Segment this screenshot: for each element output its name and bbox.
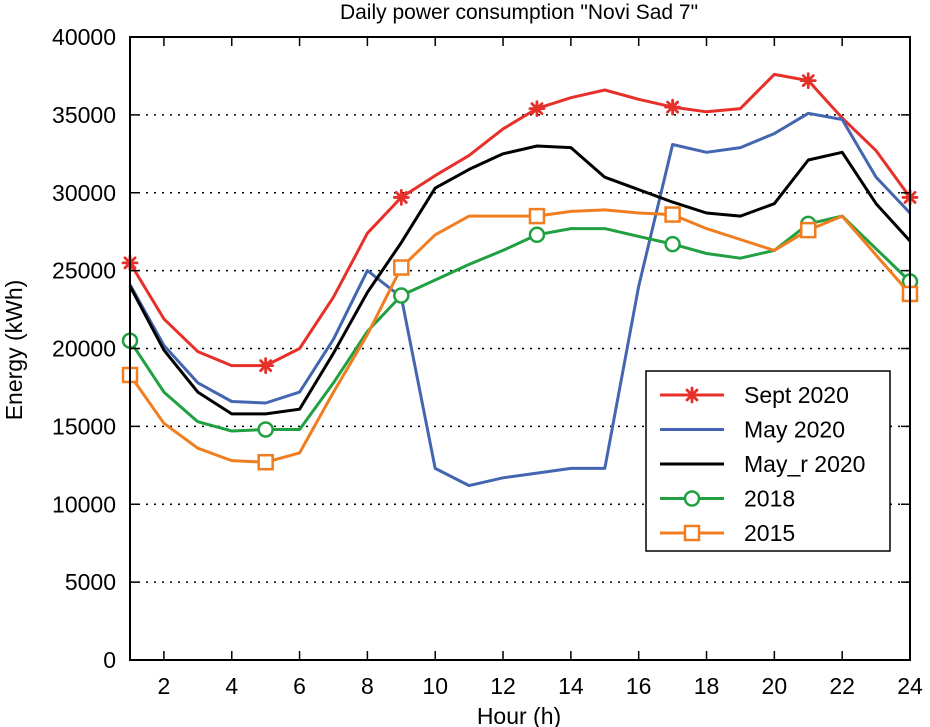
legend-item-may-2020: May 2020	[660, 417, 845, 443]
legend-label-2015: 2015	[744, 520, 795, 546]
x-tick-label: 20	[762, 673, 788, 699]
x-tick-label: 10	[422, 673, 448, 699]
legend: Sept 2020 May 2020 May_r 2020 2018 2015	[645, 370, 891, 552]
series-2015	[121, 206, 919, 471]
series-line-may-2020	[128, 111, 912, 488]
x-tick-label: 2	[158, 673, 171, 699]
y-tick-labels: 0 5000 10000 15000 20000 25000 30000 35000 40000	[52, 24, 116, 673]
x-tick-label: 8	[361, 673, 374, 699]
data-point-sept-2020	[392, 189, 410, 206]
data-point-2018	[664, 235, 681, 253]
series-may-r-2020	[128, 144, 912, 416]
data-point-sept-2020	[257, 357, 275, 375]
legend-item-2018: 2018	[660, 486, 795, 512]
data-point-sept-2020	[528, 100, 546, 118]
legend-marker-2018	[683, 490, 701, 507]
data-point-2018	[528, 226, 546, 244]
y-tick-label: 40000	[52, 24, 116, 50]
y-tick-label: 10000	[52, 491, 116, 517]
axis-ticks	[130, 36, 911, 661]
series-may-2020	[128, 111, 912, 488]
x-tick-label: 6	[293, 673, 306, 699]
y-tick-label: 25000	[52, 258, 116, 284]
data-point-sept-2020	[799, 72, 817, 90]
y-tick-label: 0	[103, 647, 116, 673]
legend-label-may-2020: May 2020	[744, 417, 845, 443]
x-tick-labels: 2 4 6 8 10 12 14 16 18 20 22 24	[158, 673, 923, 699]
legend-item-2015: 2015	[660, 520, 795, 546]
legend-label-sept-2020: Sept 2020	[744, 382, 849, 408]
data-point-2015	[800, 221, 817, 239]
x-axis-title: Hour (h)	[477, 703, 561, 727]
y-axis-title: Energy (kWh)	[1, 280, 27, 421]
data-point-2015	[257, 453, 274, 471]
x-tick-label: 18	[694, 673, 720, 699]
y-tick-label: 15000	[52, 413, 116, 439]
data-point-2018	[257, 421, 274, 438]
legend-marker-sept-2020	[683, 386, 701, 404]
y-tick-label: 35000	[52, 102, 116, 128]
y-tick-label: 20000	[52, 336, 116, 362]
series-layer	[121, 72, 919, 488]
x-tick-label: 24	[897, 673, 923, 699]
x-tick-label: 22	[829, 673, 855, 699]
x-tick-label: 4	[225, 673, 238, 699]
chart-title: Daily power consumption "Novi Sad 7"	[340, 1, 698, 24]
x-tick-label: 12	[490, 673, 516, 699]
data-point-2015	[393, 259, 410, 276]
data-point-2015	[528, 207, 546, 225]
series-line-sept-2020	[128, 72, 912, 368]
y-tick-label: 5000	[65, 569, 116, 595]
legend-item-may-r-2020: May_r 2020	[660, 451, 865, 477]
legend-label-may-r-2020: May_r 2020	[744, 451, 865, 477]
series-line-may-r-2020	[128, 144, 912, 416]
y-tick-label: 30000	[52, 180, 116, 206]
x-tick-label: 14	[558, 673, 584, 699]
x-tick-label: 16	[626, 673, 652, 699]
legend-item-sept-2020: Sept 2020	[660, 382, 849, 408]
legend-marker-2015	[683, 524, 701, 542]
legend-label-2018: 2018	[744, 486, 795, 512]
data-point-sept-2020	[664, 98, 682, 116]
data-point-2015	[664, 206, 681, 223]
data-point-2018	[393, 287, 410, 304]
plot-frame	[129, 36, 911, 661]
